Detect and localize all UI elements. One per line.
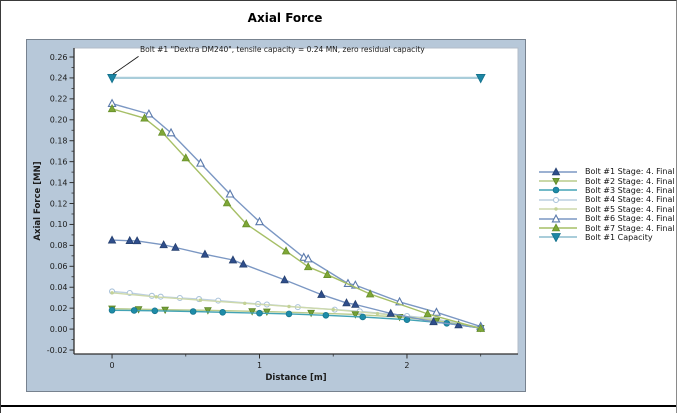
legend-label: Bolt #5 Stage: 4. Final <box>585 204 675 214</box>
y-axis-ticks: 0.26 0.24 0.22 0.20 0.18 0.16 0.14 0.12 0.10 0.08… <box>47 53 74 355</box>
legend-entry-bolt-6-stage-4-final: Bolt #6 Stage: 4. Final <box>538 213 675 224</box>
y-axis-label: Axial Force [MN] <box>33 161 43 241</box>
plot-area <box>73 47 519 355</box>
y-tick-label: 0.08 <box>50 241 68 250</box>
legend-entry-bolt-3-stage-4-final: Bolt #3 Stage: 4. Final <box>538 186 675 195</box>
legend-entry-bolt-1-stage-4-final: Bolt #1 Stage: 4. Final <box>538 166 675 177</box>
y-tick-label: 0.04 <box>50 283 68 292</box>
legend-label: Bolt #1 Capacity <box>585 232 653 242</box>
y-tick-label: 0.22 <box>50 95 68 104</box>
y-tick-label: 0.18 <box>50 137 68 146</box>
legend-marker-triangle-up <box>539 166 577 176</box>
x-axis-ticks: 0 1 2 <box>109 354 482 370</box>
y-tick-label: 0.02 <box>50 304 68 313</box>
legend-marker-triangle-up <box>539 223 577 232</box>
legend-entry-bolt-2-stage-4-final: Bolt #2 Stage: 4. Final <box>538 176 675 186</box>
legend-entry-bolt-5-stage-4-final: Bolt #5 Stage: 4. Final <box>538 205 675 214</box>
chart-panel: 0.26 0.24 0.22 0.20 0.18 0.16 0.14 0.12 0.10 0.08… <box>26 39 526 392</box>
legend-marker-triangle-down <box>539 233 577 243</box>
series-bolt-7-stage-4-final <box>107 104 485 332</box>
y-tick-label: 0.26 <box>50 53 68 62</box>
legend-label: Bolt #7 Stage: 4. Final <box>585 223 675 233</box>
window-bottom-border <box>1 405 676 407</box>
legend-marker-circle <box>539 187 577 194</box>
annotation-arrow <box>112 56 139 75</box>
x-tick-label: 2 <box>404 361 409 370</box>
y-tick-label: 0.06 <box>50 262 68 271</box>
y-tick-label: 0.00 <box>50 325 68 334</box>
chart-title: Axial Force <box>247 11 323 25</box>
y-tick-label: 0.14 <box>50 178 68 187</box>
series-bolt-1-capacity <box>107 74 486 84</box>
y-tick-label: 0.20 <box>50 116 68 125</box>
y-tick-label: 0.24 <box>50 74 68 83</box>
legend-label: Bolt #4 Stage: 4. Final <box>585 195 675 205</box>
legend-entry-bolt-4-stage-4-final: Bolt #4 Stage: 4. Final <box>538 195 675 204</box>
legend-label: Bolt #2 Stage: 4. Final <box>585 176 675 186</box>
legend-label: Bolt #3 Stage: 4. Final <box>585 185 675 195</box>
plot-canvas[interactable]: 0.26 0.24 0.22 0.20 0.18 0.16 0.14 0.12 0.10 0.08… <box>27 40 525 391</box>
series-bolt-1-stage-4-final <box>107 235 485 332</box>
legend-label: Bolt #6 Stage: 4. Final <box>585 214 675 224</box>
legend-marker-triangle-down <box>539 178 577 186</box>
series-bolt-3-stage-4-final <box>108 306 484 332</box>
y-tick-label: 0.12 <box>50 199 68 208</box>
y-tick-label: 0.16 <box>50 157 68 166</box>
legend-marker-circle-open <box>539 196 577 203</box>
legend-entry-bolt-7-stage-4-final: Bolt #7 Stage: 4. Final <box>538 223 675 233</box>
legend-marker-triangle-up-open <box>539 213 577 223</box>
legend-label: Bolt #1 Stage: 4. Final <box>585 167 675 177</box>
legend-marker-dot <box>539 207 577 211</box>
x-axis-label: Distance [m] <box>265 373 327 383</box>
y-tick-label: -0.02 <box>47 346 68 355</box>
legend: Bolt #1 Stage: 4. Final Bolt #2 Stage: 4.… <box>538 166 675 243</box>
x-tick-label: 1 <box>257 361 262 370</box>
capacity-annotation: Bolt #1 "Dextra DM240", tensile capacity… <box>140 45 425 54</box>
x-tick-label: 0 <box>109 361 114 370</box>
series-bolt-6-stage-4-final <box>107 98 486 330</box>
legend-entry-bolt-1-capacity: Bolt #1 Capacity <box>538 232 675 243</box>
y-tick-label: 0.10 <box>50 220 68 229</box>
